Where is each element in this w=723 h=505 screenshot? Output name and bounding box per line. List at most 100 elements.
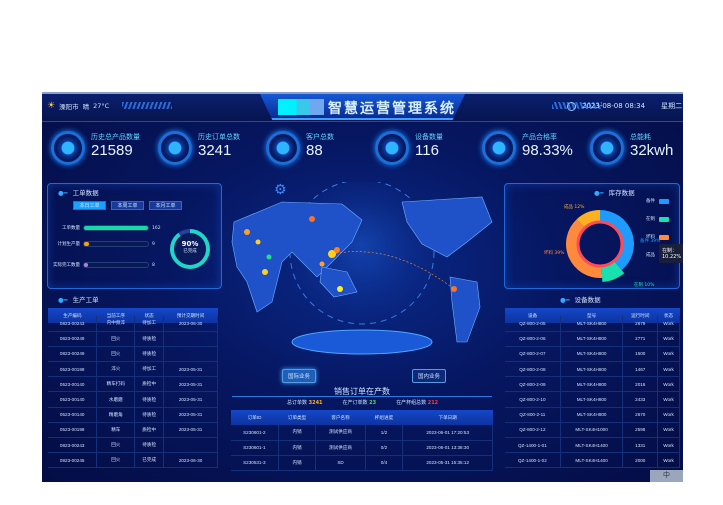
- kpi-total-products: 历史总产品数量 21589: [51, 127, 151, 172]
- donut-slice[interactable]: [576, 210, 600, 228]
- table-row[interactable]: QZ-800-2-09 MLT-SK4H800 2016 Work: [505, 376, 680, 393]
- bar-label: 实际完工数量: [53, 263, 80, 268]
- table-row[interactable]: QZ-800-2-06 MLT-SK4H800 2771 Work: [505, 331, 680, 347]
- table-row[interactable]: 0523-00140 精磨角 待质检 2023-05-31: [48, 407, 218, 423]
- table-row[interactable]: 0523-00198 精车 质检中 2023-05-31: [48, 422, 218, 439]
- table-row[interactable]: QZ-800-2-05 MLT-SK4H800 2679 Work: [505, 316, 680, 332]
- table-cell: 0523-00198: [48, 422, 98, 439]
- table-cell: 待加工: [134, 361, 165, 378]
- bar-fill: [84, 226, 148, 230]
- table-cell: 2433: [622, 391, 659, 408]
- gauge-label: 已完成: [183, 249, 197, 254]
- table-row[interactable]: 0823-00249 回火 待质检: [48, 346, 218, 363]
- table-row[interactable]: QZ-800-2-07 MLT-SK4H800 1500 Work: [505, 346, 680, 363]
- work-orders-title: ●━ 工单数据: [58, 187, 99, 197]
- table-cell: 待质检: [134, 437, 165, 454]
- table-cell: 2023-05-31: [163, 361, 218, 378]
- domestic-business-button[interactable]: 国内业务: [412, 369, 447, 383]
- datetime-area: 2023-08-08 08:34 星期二: [567, 101, 682, 111]
- bar-value: 8: [152, 262, 155, 268]
- datetime: 2023-08-08 08:34: [582, 102, 646, 110]
- table-cell: QZ-800-2-07: [505, 346, 561, 363]
- donut-inner-ring: [576, 220, 624, 268]
- table-row[interactable]: QZ-800-2-10 MLT-SK4H800 2433 Work: [505, 391, 680, 408]
- legend-item[interactable]: 备件: [646, 198, 669, 204]
- table-row[interactable]: 0523-00198 淬火 待加工 2023-05-31: [48, 361, 218, 378]
- table-cell: 2023-05-31: [163, 391, 218, 408]
- table-row[interactable]: 0823-00245 回火 已完成 2023-06-30: [48, 452, 218, 469]
- table-row[interactable]: S230601-2 内销 测试供应商 1/2 2023-06-01 17:20:53: [231, 425, 493, 441]
- page-title: 智慧运营管理系统: [328, 101, 456, 117]
- table-cell: 1467: [622, 361, 659, 378]
- table-row[interactable]: 0823-00249 回火 待质检: [48, 331, 218, 347]
- table-cell: Work: [657, 316, 680, 332]
- table-cell: QZ-800-2-06: [505, 331, 561, 347]
- kpi-label: 设备数量: [415, 133, 443, 141]
- donut-label: 备件 39%: [640, 237, 661, 244]
- table-cell: 回火: [96, 346, 136, 363]
- north-america-shape: [401, 196, 493, 258]
- inventory-donut: 备件 39% 在制 10% 坏料 39% 成品 12%: [544, 203, 661, 288]
- table-cell: 精车: [96, 422, 136, 439]
- table-cell: [163, 331, 218, 347]
- table-row[interactable]: 0823-00243 回火 待质检: [48, 437, 218, 454]
- table-row[interactable]: QZ-1400-1-02 MLT-SK4H1400 2000 Work: [505, 452, 680, 469]
- donut-slice[interactable]: [600, 210, 634, 271]
- table-row[interactable]: S230601-1 内销 测试供应商 0/2 2023-06-01 13:38:30: [231, 440, 493, 456]
- dashboard: ☀ 溧阳市 晴 27°C 智慧运营管理系统 2023-08-08 08:34 星…: [42, 92, 683, 482]
- sales-table[interactable]: 订单ID 订单类型 客户名称 杯组进度 下单日期 S230601-2 内销 测试供应商 1/2 2…: [231, 410, 493, 472]
- table-row[interactable]: QZ-1400-1-01 MLT-SK4H1400 1331 Work: [505, 437, 680, 454]
- kpi-value: 3241: [198, 142, 232, 159]
- table-cell: 内销: [278, 425, 317, 441]
- table-row[interactable]: 0823-00243 内中频淬 待加工 2023-06-30: [48, 316, 218, 332]
- legend-label: 在制: [646, 217, 655, 222]
- table-row[interactable]: QZ-800-2-12 MLT-SK4H1000 2598 Work: [505, 422, 680, 439]
- stat-in-production: 在产订单数 23: [342, 400, 377, 406]
- table-cell: 0/4: [365, 455, 404, 472]
- table-row[interactable]: 0523-00140 精车打码 质检中 2023-05-31: [48, 376, 218, 393]
- bar-value: 162: [152, 225, 161, 231]
- panel-title: 库存数据: [608, 189, 635, 197]
- donut-slice[interactable]: [566, 219, 603, 278]
- kpi-total-orders: 历史订单总数 3241: [158, 127, 258, 172]
- table-cell: QZ-800-2-08: [505, 361, 561, 378]
- kpi-value: 98.33%: [522, 142, 573, 159]
- column-header: 杯组进度: [365, 410, 403, 425]
- production-table[interactable]: 生产编码 当前工序 状态 预计交期时间 0823-00243 内中频淬 待加工 2023-06…: [48, 308, 218, 476]
- table-row[interactable]: QZ-800-2-08 MLT-SK4H800 1467 Work: [505, 361, 680, 378]
- table-cell: 2670: [622, 407, 659, 423]
- table-row[interactable]: QZ-800-2-11 MLT-SK4H800 2670 Work: [505, 407, 680, 423]
- table-cell: 精车打码: [96, 376, 136, 393]
- table-cell: MLT-SK4H800: [560, 316, 624, 332]
- map-points: [244, 216, 457, 292]
- key-icon: ●━: [594, 189, 604, 197]
- bar-planned: 计划生产量 9: [42, 241, 155, 247]
- bar-orders: 工单数量 162: [42, 225, 161, 231]
- table-cell: 淬火: [96, 361, 136, 378]
- table-cell: 2023-05-31: [163, 376, 218, 393]
- tab-month[interactable]: 本月工单: [149, 201, 182, 210]
- legend-label: 坏料: [646, 235, 655, 240]
- column-header: 订单类型: [278, 410, 316, 425]
- watermark: 中: [650, 470, 683, 482]
- sun-icon: ☀: [47, 101, 56, 111]
- table-cell: MLT-SK4H800: [560, 407, 624, 423]
- table-cell: 2000: [622, 452, 659, 469]
- table-row[interactable]: S230531-3 内销 SD 0/4 2023-05-31 15:35:12: [231, 455, 493, 472]
- legend-item[interactable]: 在制: [646, 216, 669, 222]
- table-cell: 内销: [278, 455, 317, 472]
- column-header: 下单日期: [402, 410, 493, 425]
- legend-item[interactable]: 坏料: [646, 234, 669, 240]
- city: 溧阳市: [59, 103, 79, 111]
- table-cell: MLT-SK4H1400: [560, 452, 624, 469]
- table-cell: 精磨角: [96, 407, 136, 423]
- table-row[interactable]: 0523-00140 水磨磨 待质检 2023-05-31: [48, 391, 218, 408]
- table-cell: 回火: [96, 331, 136, 347]
- stat-total-orders: 总订单数 3241: [287, 400, 323, 406]
- tab-today[interactable]: 本日工单: [73, 201, 106, 210]
- gauge-value: 90%: [181, 240, 199, 248]
- tab-week[interactable]: 本周工单: [111, 201, 144, 210]
- table-cell: QZ-1400-1-02: [505, 452, 561, 469]
- international-business-button[interactable]: 国际业务: [282, 369, 317, 383]
- equipment-table[interactable]: 设备 型号 运行时间 状态 QZ-800-2-05 MLT-SK4H800 2679 Work…: [505, 308, 680, 476]
